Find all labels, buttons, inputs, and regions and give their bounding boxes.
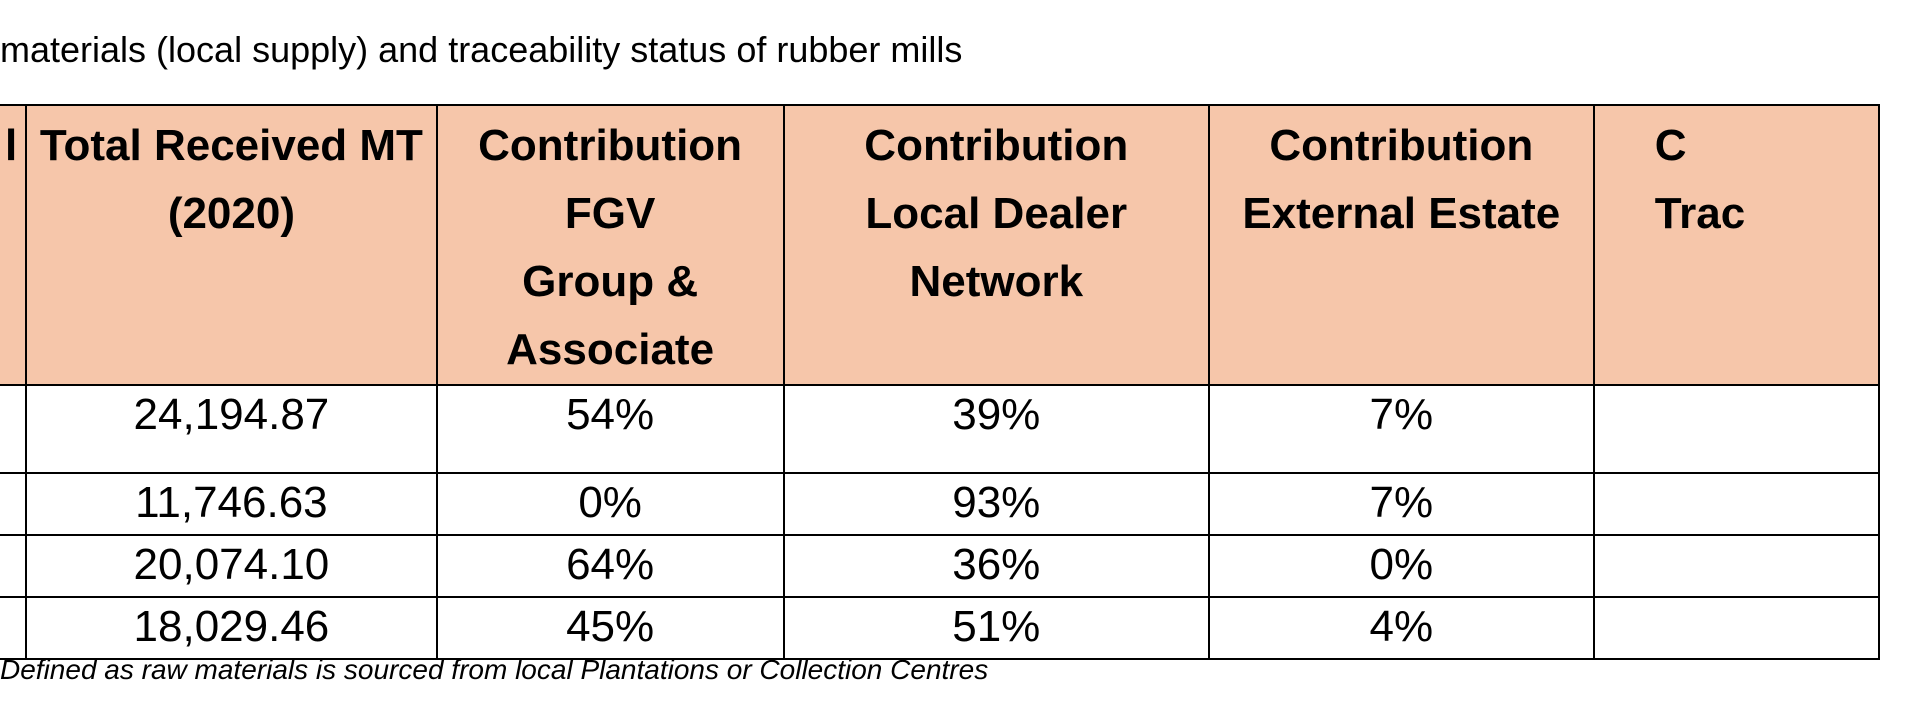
table-cell [0, 534, 28, 598]
table-row: 11,746.63 0% 93% 7% [0, 472, 1881, 536]
rubber-mills-table: l Total Received MT (2020) Contribution … [0, 104, 1881, 660]
footnote: Defined as raw materials is sourced from… [0, 654, 989, 685]
header-cell-contribution-external-estate: Contribution External Estate [1207, 104, 1595, 386]
table-cell [1592, 384, 1881, 474]
table-cell: 0% [1207, 534, 1595, 598]
table-cell [0, 384, 28, 474]
table-cell [1592, 596, 1881, 660]
table-cell: 7% [1207, 472, 1595, 536]
table-cell: 7% [1207, 384, 1595, 474]
table-cell: 64% [435, 534, 785, 598]
table-cell: 20,074.10 [25, 534, 438, 598]
table-cell: 54% [435, 384, 785, 474]
table-cell: 93% [782, 472, 1210, 536]
header-cell-contribution-local-dealer: Contribution Local Dealer Network [782, 104, 1210, 386]
table-cell [0, 596, 28, 660]
table-caption: materials (local supply) and traceabilit… [0, 29, 963, 70]
table-cell: 45% [435, 596, 785, 660]
table-row: 18,029.46 45% 51% 4% [0, 596, 1881, 660]
table-cell [1592, 534, 1881, 598]
table-cell: 24,194.87 [25, 384, 438, 474]
header-cell-total-received: Total Received MT (2020) [25, 104, 438, 386]
table-cell [0, 472, 28, 536]
header-cell-traceability: C Trac [1592, 104, 1881, 386]
table-row: 24,194.87 54% 39% 7% [0, 384, 1881, 474]
table-cell [1592, 472, 1881, 536]
table-cell: 0% [435, 472, 785, 536]
header-cell-mill: l [0, 104, 28, 386]
table-cell: 18,029.46 [25, 596, 438, 660]
table-cell: 11,746.63 [25, 472, 438, 536]
table-row: 20,074.10 64% 36% 0% [0, 534, 1881, 598]
header-cell-contribution-fgv: Contribution FGV Group & Associate [435, 104, 785, 386]
header-row: l Total Received MT (2020) Contribution … [0, 104, 1881, 386]
table-cell: 36% [782, 534, 1210, 598]
table-cell: 4% [1207, 596, 1595, 660]
table-cell: 39% [782, 384, 1210, 474]
table-cell: 51% [782, 596, 1210, 660]
